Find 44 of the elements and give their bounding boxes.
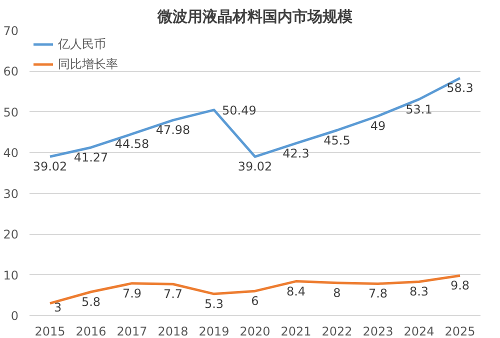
- y-tick-label: 0: [10, 309, 19, 323]
- data-label: 39.02: [32, 160, 68, 174]
- data-label: 44.58: [114, 136, 150, 151]
- y-tick-label: 60: [3, 64, 19, 79]
- data-label: 42.3: [282, 146, 310, 160]
- data-label: 8: [333, 286, 341, 300]
- y-tick-label: 50: [3, 105, 19, 120]
- data-label: 7.8: [368, 286, 388, 301]
- x-tick-label: 2024: [404, 324, 434, 338]
- x-tick-label: 2019: [198, 324, 230, 338]
- y-tick-label: 20: [3, 228, 19, 242]
- data-label: 47.98: [156, 123, 190, 138]
- y-tick-label: 10: [3, 268, 19, 282]
- data-label: 8.3: [409, 284, 429, 299]
- data-label: 39.02: [238, 160, 272, 174]
- data-label: 41.27: [74, 150, 108, 164]
- x-tick-label: 2022: [322, 324, 352, 338]
- y-tick-label: 70: [3, 24, 19, 38]
- x-tick-label: 2017: [116, 324, 148, 338]
- data-label: 49: [370, 119, 386, 133]
- data-label: 8.4: [286, 284, 306, 298]
- data-label: 6: [251, 294, 259, 308]
- y-tick-label: 40: [3, 146, 19, 160]
- legend-label: 亿人民币: [58, 36, 106, 52]
- x-tick-label: 2021: [280, 324, 312, 338]
- data-label: 7.7: [163, 287, 183, 302]
- data-label: 5.3: [204, 296, 224, 311]
- data-label: 50.49: [222, 103, 256, 118]
- data-label: 7.9: [122, 286, 142, 300]
- x-tick-label: 2025: [444, 324, 476, 338]
- y-tick-label: 30: [3, 186, 19, 201]
- data-label: 5.8: [81, 294, 101, 309]
- legend-label: 同比增长率: [58, 56, 118, 72]
- data-label: 3: [54, 300, 62, 314]
- data-label: 9.8: [450, 278, 470, 293]
- x-tick-label: 2015: [34, 324, 66, 338]
- x-tick-label: 2020: [240, 324, 270, 338]
- data-label: 53.1: [406, 102, 432, 116]
- x-tick-label: 2016: [76, 324, 106, 338]
- data-label: 45.5: [324, 133, 350, 148]
- data-label: 58.3: [446, 81, 474, 96]
- x-tick-label: 2023: [362, 324, 394, 338]
- chart-title: 微波用液晶材料国内市场规模: [156, 8, 354, 26]
- x-tick-label: 2018: [158, 324, 188, 338]
